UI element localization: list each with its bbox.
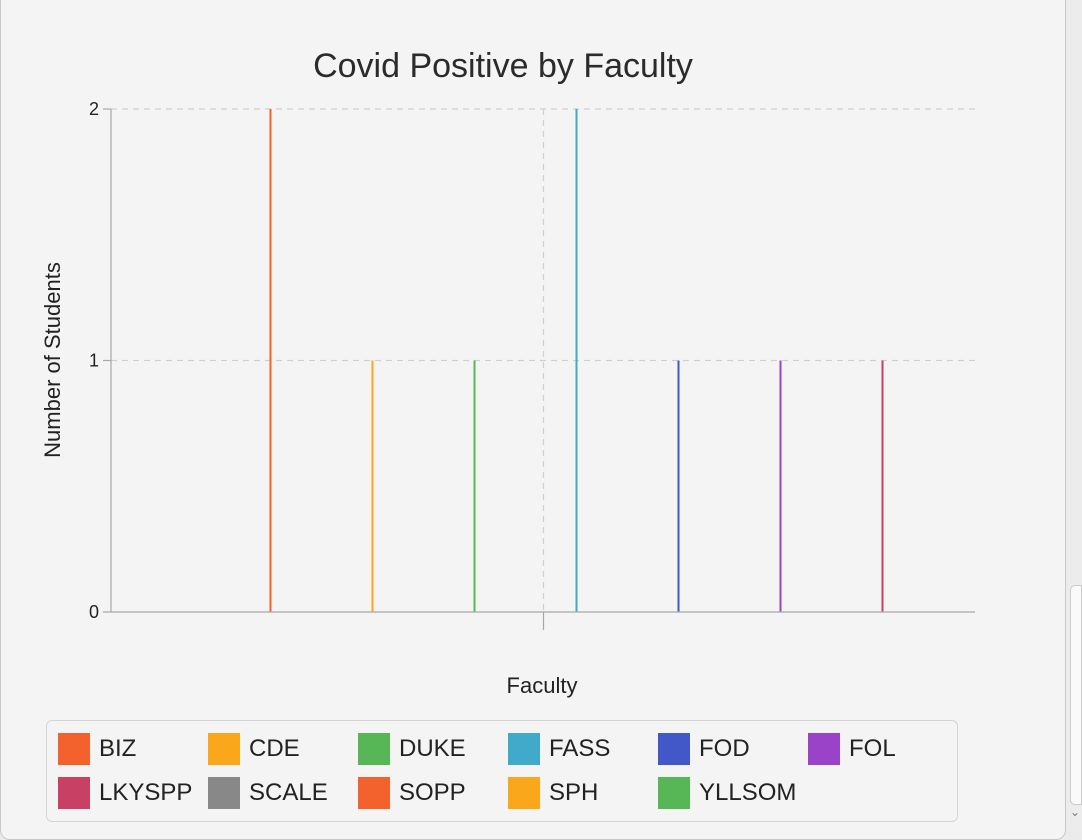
legend-item-fass: FASS [508, 733, 610, 765]
bars [269, 109, 884, 612]
legend-swatch [58, 777, 90, 809]
legend-swatch [808, 733, 840, 765]
legend-swatch [508, 777, 540, 809]
bar-fol [779, 360, 782, 612]
legend-label: BIZ [99, 735, 137, 762]
y-tick-label: 2 [89, 99, 99, 119]
legend-swatch [508, 733, 540, 765]
legend-item-biz: BIZ [58, 733, 136, 765]
legend-item-sph: SPH [508, 777, 598, 809]
y-tick-label: 0 [89, 602, 99, 622]
legend-item-fod: FOD [658, 733, 750, 765]
legend-swatch [208, 777, 240, 809]
legend-label: FOD [699, 735, 750, 762]
y-axis-label: Number of Students [40, 262, 65, 458]
legend-swatch [208, 733, 240, 765]
legend-label: YLLSOM [699, 779, 797, 806]
legend-swatch [358, 777, 390, 809]
chart-title: Covid Positive by Faculty [313, 47, 693, 85]
legend-label: SPH [549, 779, 599, 806]
grid-lines [111, 108, 975, 612]
legend-label: DUKE [399, 735, 466, 762]
x-axis-label: Faculty [507, 673, 578, 698]
legend-item-yllsom: YLLSOM [658, 777, 796, 809]
legend-swatch [658, 777, 690, 809]
legend-label: FOL [849, 735, 896, 762]
legend-label: SCALE [249, 779, 328, 806]
y-tick-label: 1 [89, 351, 99, 371]
axes: 0 1 2 [89, 99, 975, 630]
legend-label: SOPP [399, 779, 466, 806]
legend-label: CDE [249, 735, 300, 762]
legend-swatch [658, 733, 690, 765]
legend-item-sopp: SOPP [358, 777, 466, 809]
legend-label: LKYSPP [99, 779, 193, 806]
legend [46, 720, 958, 822]
bar-cde [371, 360, 374, 612]
legend-item-fol: FOL [808, 733, 896, 765]
legend-item-duke: DUKE [358, 733, 466, 765]
legend-swatch [358, 733, 390, 765]
bar-lkyspp [881, 360, 884, 612]
bar-duke [473, 360, 476, 612]
legend-item-cde: CDE [208, 733, 300, 765]
legend-item-lkyspp: LKYSPP [58, 777, 192, 809]
bar-biz [269, 109, 272, 612]
bar-fass [575, 109, 578, 612]
scrollbar-thumb[interactable] [1070, 585, 1082, 805]
chevron-down-icon: ⌄ [1070, 805, 1081, 819]
chart: 0 1 2 Covid Positive by Faculty Faculty Nu… [40, 47, 975, 698]
bar-fod [677, 360, 680, 612]
legend-swatch [58, 733, 90, 765]
legend-label: FASS [549, 735, 611, 762]
legend-item-scale: SCALE [208, 777, 328, 809]
